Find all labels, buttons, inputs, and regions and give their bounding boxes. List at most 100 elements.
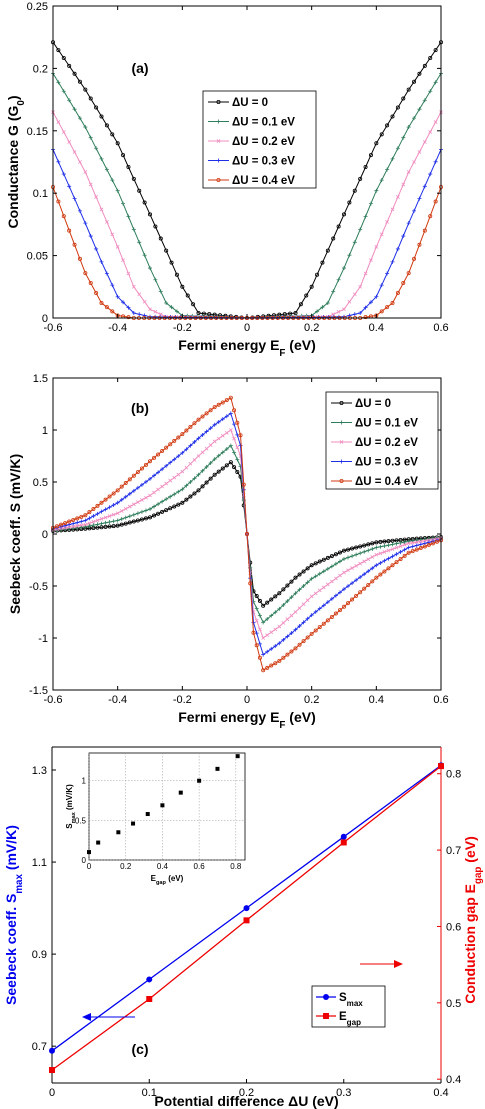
legend: ΔU = 0ΔU = 0.1 eVΔU = 0.2 eVΔU = 0.3 eVΔ…	[203, 91, 316, 188]
data-point	[128, 514, 132, 518]
data-point	[341, 839, 347, 845]
data-point	[89, 234, 93, 238]
panel-label: (c)	[131, 1041, 148, 1057]
y-tick-label: -1	[38, 633, 48, 645]
y-axis-label: Conductance G (G0)	[5, 95, 27, 228]
data-point	[314, 592, 317, 595]
data-point	[369, 202, 373, 206]
x-tick-label: -0.2	[173, 322, 192, 334]
data-point	[353, 240, 357, 244]
data-point	[374, 546, 378, 550]
data-point	[364, 214, 368, 218]
data-point	[169, 479, 172, 482]
data-point	[137, 312, 141, 316]
data-point	[428, 172, 432, 176]
data-point	[358, 551, 362, 555]
data-point	[434, 120, 437, 123]
data-point	[342, 571, 345, 574]
data-point	[348, 300, 351, 303]
data-point	[49, 1067, 55, 1073]
legend-entry: ΔU = 0.4 eV	[355, 476, 418, 488]
data-point	[87, 516, 91, 520]
data-point	[143, 300, 146, 303]
data-point	[221, 434, 224, 437]
data-point	[371, 555, 374, 558]
data-point	[306, 599, 309, 602]
y-tick-label: -0.5	[29, 581, 48, 593]
legend-entry: ΔU = 0.2 eV	[232, 136, 295, 148]
data-point	[366, 548, 370, 552]
y-tick-label: 1.1	[32, 857, 47, 869]
inset-x-tick-label: 0.2	[120, 862, 132, 871]
data-point	[110, 283, 114, 287]
data-point	[353, 312, 357, 316]
y-tick-label: 1.5	[33, 373, 48, 385]
x-tick-label: 0.6	[433, 694, 448, 706]
x-tick-label: 0.4	[369, 694, 384, 706]
data-point	[132, 513, 136, 517]
y-tick-label: 1	[42, 425, 48, 437]
data-point	[363, 560, 366, 563]
y-tick-label: -1.5	[29, 685, 48, 697]
data-point	[294, 610, 297, 613]
data-point	[310, 595, 313, 598]
data-point	[120, 517, 124, 521]
data-point	[165, 482, 168, 485]
data-point	[347, 253, 351, 257]
data-point	[367, 558, 370, 561]
data-point	[341, 834, 347, 840]
data-point	[62, 172, 66, 176]
data-point	[396, 247, 400, 251]
data-point	[438, 763, 444, 769]
data-point	[201, 451, 204, 454]
y2-tick-label: 0.4	[446, 1074, 461, 1086]
x-tick-label: 0	[49, 1087, 55, 1099]
data-point	[225, 431, 228, 434]
series-line-4	[51, 185, 442, 319]
data-point	[232, 451, 236, 455]
data-point	[144, 508, 148, 512]
y-tick-label: 0.05	[27, 251, 48, 263]
legend-entry: ΔU = 0.3 eV	[232, 156, 295, 168]
data-point	[417, 197, 421, 201]
data-point	[177, 473, 180, 476]
data-point	[396, 146, 400, 150]
y2-axis-label: Conduction gap Egap (eV)	[462, 836, 484, 1004]
data-point	[156, 488, 159, 491]
data-point	[79, 520, 83, 524]
data-point	[358, 227, 362, 231]
y-tick-label: 0.1	[33, 188, 48, 200]
data-point	[124, 516, 128, 520]
inset-x-tick-label: 0.8	[230, 862, 242, 871]
data-point	[391, 260, 395, 264]
data-point	[104, 507, 108, 511]
data-point	[116, 518, 120, 522]
data-point	[391, 157, 395, 161]
data-point	[148, 494, 151, 497]
legend-entry: ΔU = 0.1 eV	[355, 418, 418, 430]
inset-data-point	[197, 779, 201, 783]
legend-marker	[323, 1013, 329, 1019]
data-point	[278, 625, 281, 628]
data-point	[359, 562, 362, 565]
data-point	[181, 470, 184, 473]
data-point	[100, 522, 104, 526]
inset-x-tick-label: 0	[87, 862, 92, 871]
data-point	[146, 976, 152, 982]
inset-data-point	[87, 850, 91, 854]
data-point	[346, 569, 349, 572]
data-point	[116, 189, 120, 193]
data-point	[370, 547, 374, 551]
data-point	[337, 278, 341, 282]
data-point	[338, 574, 341, 577]
y-axis-label: Seebeck coeff. S (mV/K)	[7, 454, 23, 614]
y2-tick-label: 0.6	[446, 921, 461, 933]
data-point	[298, 607, 301, 610]
data-point	[89, 136, 93, 140]
data-point	[95, 512, 99, 516]
data-point	[100, 510, 104, 514]
data-point	[244, 917, 250, 923]
data-point	[386, 543, 390, 547]
inset-x-tick-label: 0.4	[157, 862, 169, 871]
